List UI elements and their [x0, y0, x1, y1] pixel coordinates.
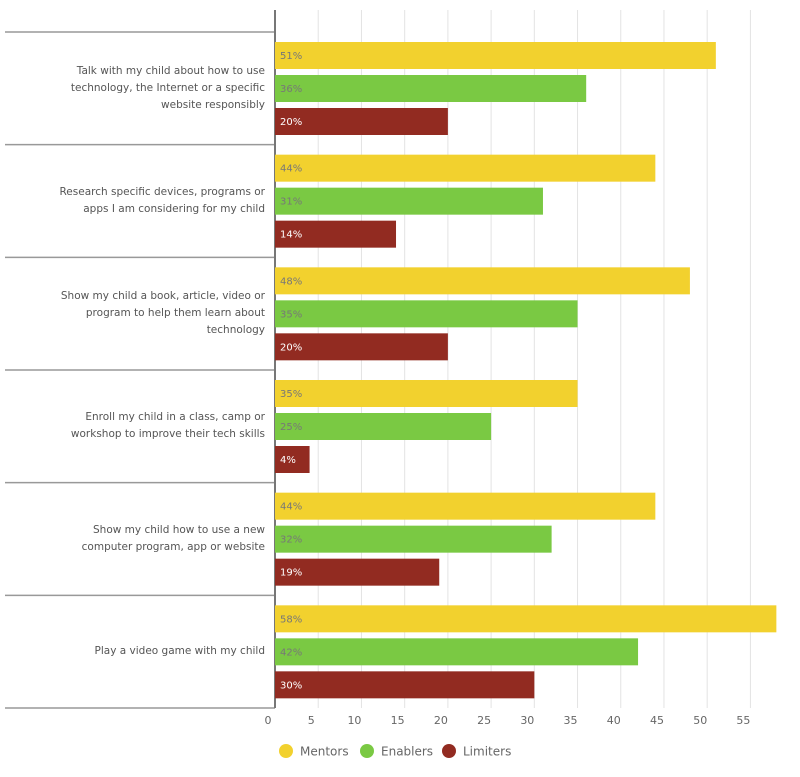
bar	[275, 42, 716, 69]
bar	[275, 671, 535, 699]
x-tick-label: 0	[265, 714, 272, 727]
x-tick-label: 15	[391, 714, 405, 727]
value-label: 44%	[280, 502, 302, 513]
x-tick-label: 20	[434, 714, 448, 727]
x-tick-label: 50	[693, 714, 707, 727]
bar	[275, 220, 397, 248]
legend-swatch	[442, 744, 456, 758]
value-label: 31%	[280, 197, 302, 208]
category-label: Research specific devices, programs or a…	[59, 185, 265, 215]
value-label: 4%	[280, 455, 296, 466]
bar	[275, 446, 310, 473]
category-label: Enroll my child in a class, camp or work…	[70, 411, 265, 441]
bar	[275, 333, 448, 361]
x-tick-label: 55	[736, 714, 750, 727]
category-label: Show my child how to use a new computer …	[81, 523, 265, 553]
bar	[275, 154, 656, 182]
value-label: 25%	[280, 422, 302, 433]
bar	[275, 187, 543, 215]
x-tick-label: 45	[650, 714, 664, 727]
value-label: 20%	[280, 342, 302, 353]
bar	[275, 558, 440, 586]
x-tick-label: 25	[477, 714, 491, 727]
bar	[275, 413, 492, 440]
value-label: 58%	[280, 614, 302, 625]
value-label: 44%	[280, 164, 302, 175]
value-label: 35%	[280, 389, 302, 400]
value-label: 32%	[280, 535, 302, 546]
legend-swatch	[279, 744, 293, 758]
bar	[275, 380, 578, 407]
bar	[275, 605, 777, 633]
bar	[275, 267, 690, 295]
category-label: Show my child a book, article, video or …	[60, 290, 265, 337]
value-label: 42%	[280, 647, 302, 658]
x-tick-label: 30	[520, 714, 534, 727]
bar	[275, 638, 639, 666]
value-label: 36%	[280, 84, 302, 95]
x-tick-label: 10	[347, 714, 361, 727]
x-tick-label: 5	[308, 714, 315, 727]
bar	[275, 75, 587, 102]
value-label: 20%	[280, 117, 302, 128]
category-label: Play a video game with my child	[94, 645, 265, 658]
bar	[275, 300, 578, 328]
x-tick-label: 40	[607, 714, 621, 727]
value-label: 48%	[280, 276, 302, 287]
legend-label: Enablers	[381, 745, 433, 759]
value-label: 35%	[280, 309, 302, 320]
value-label: 51%	[280, 51, 302, 62]
legend-swatch	[360, 744, 374, 758]
value-label: 19%	[280, 568, 302, 579]
value-label: 30%	[280, 680, 302, 691]
category-label: Talk with my child about how to use tech…	[70, 64, 265, 111]
x-tick-label: 35	[564, 714, 578, 727]
value-label: 14%	[280, 230, 302, 241]
legend-label: Mentors	[300, 745, 349, 759]
bar	[275, 108, 448, 135]
bar	[275, 525, 552, 553]
bar	[275, 492, 656, 520]
legend-label: Limiters	[463, 745, 511, 759]
